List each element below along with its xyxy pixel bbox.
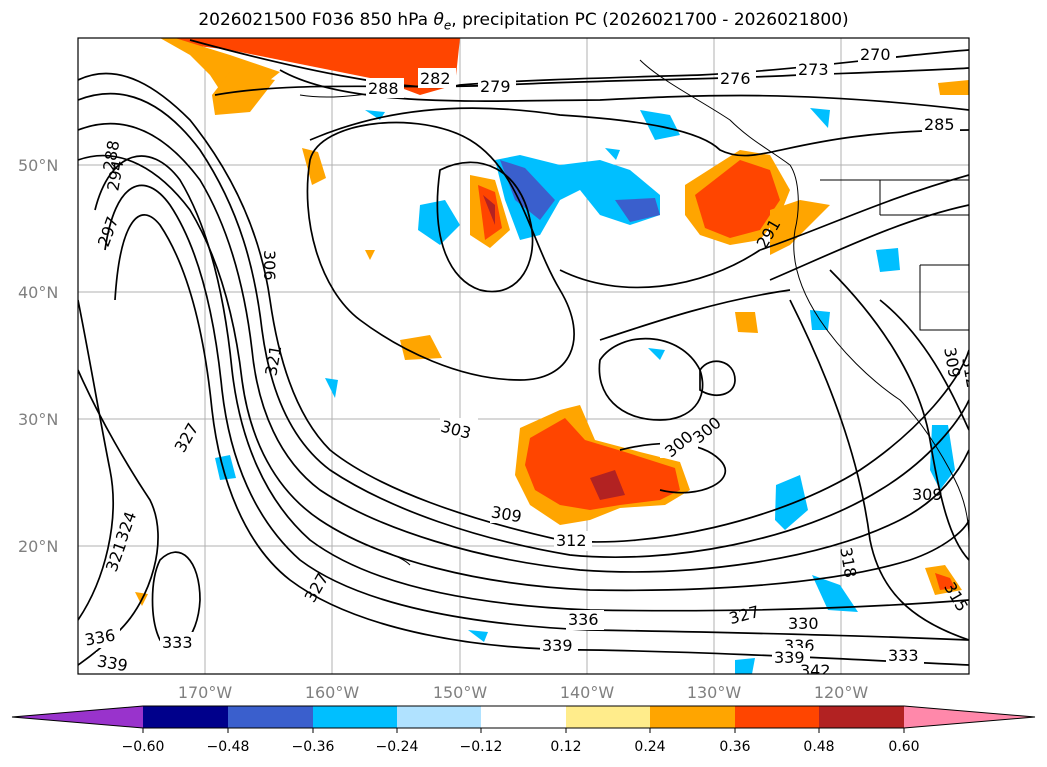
lon-label-160w: 160°W [305,683,360,702]
lon-label-170w: 170°W [178,683,233,702]
colorbar-bin-5 [481,706,566,728]
contour-label-339-b: 339 [542,636,573,655]
contour-label-270: 270 [860,45,891,64]
colorbar-tick-9: 0.48 [803,739,834,755]
colorbar-tick-1: −0.60 [122,739,165,755]
contour-label-285: 285 [924,115,955,134]
colorbar-extend-low [12,706,143,728]
lon-label-150w: 150°W [433,683,488,702]
contour-label-336-b: 336 [568,610,599,629]
contour-label-309-b: 309 [912,485,943,504]
lon-label-130w: 130°W [687,683,742,702]
colorbar-bin-6 [566,706,650,728]
contour-label-333-b: 333 [888,646,919,665]
colorbar-tick-3: −0.36 [292,739,335,755]
map-title: 2026021500 F036 850 hPa θe, precipitatio… [198,10,849,33]
contour-label-312-b: 312 [958,356,982,389]
contour-label-312-a: 312 [556,531,587,550]
colorbar-tick-2: −0.48 [207,739,250,755]
contour-label-273: 273 [798,60,829,79]
plot-area [78,38,969,674]
colorbar-bin-2 [228,706,313,728]
contour-label-279: 279 [480,77,511,96]
colorbar-tick-8: 0.36 [719,739,750,755]
colorbar-bin-7 [650,706,735,728]
theta-symbol: θ [433,10,444,30]
contour-label-339-c: 339 [774,648,805,667]
theta-e-contours [78,39,969,666]
lat-label-40n: 40°N [18,283,58,302]
colorbar-tick-6: 0.12 [550,739,581,755]
colorbar-tick-10: 0.60 [888,739,919,755]
colorbar-bin-3 [313,706,397,728]
lat-label-50n: 50°N [18,156,58,175]
colorbar-bin-4 [397,706,481,728]
plot-frame [77,37,970,675]
contour-label-342: 342 [800,661,831,680]
colorbar-bin-9 [819,706,904,728]
colorbar-tick-7: 0.24 [634,739,665,755]
contour-label-330: 330 [788,614,819,633]
contour-label-276: 276 [720,69,751,88]
contour-label-339-a: 339 [96,651,129,675]
lat-label-30n: 30°N [18,410,58,429]
contour-label-282: 282 [420,69,451,88]
contour-label-288-a: 288 [368,79,399,98]
colorbar-bin-1 [143,706,228,728]
colorbar-tick-4: −0.24 [376,739,419,755]
lat-label-20n: 20°N [18,537,58,556]
colorbar-extend-high [904,706,1035,728]
theta-subscript: e [443,18,452,33]
contour-label-306: 306 [260,250,279,281]
colorbar: −0.60 −0.48 −0.36 −0.24 −0.12 0.12 0.24 … [11,705,1036,755]
lon-label-120w: 120°W [814,683,869,702]
lon-label-140w: 140°W [560,683,615,702]
colorbar-bin-8 [735,706,819,728]
colorbar-tick-5: −0.12 [460,739,503,755]
contour-label-333-a: 333 [162,633,193,652]
